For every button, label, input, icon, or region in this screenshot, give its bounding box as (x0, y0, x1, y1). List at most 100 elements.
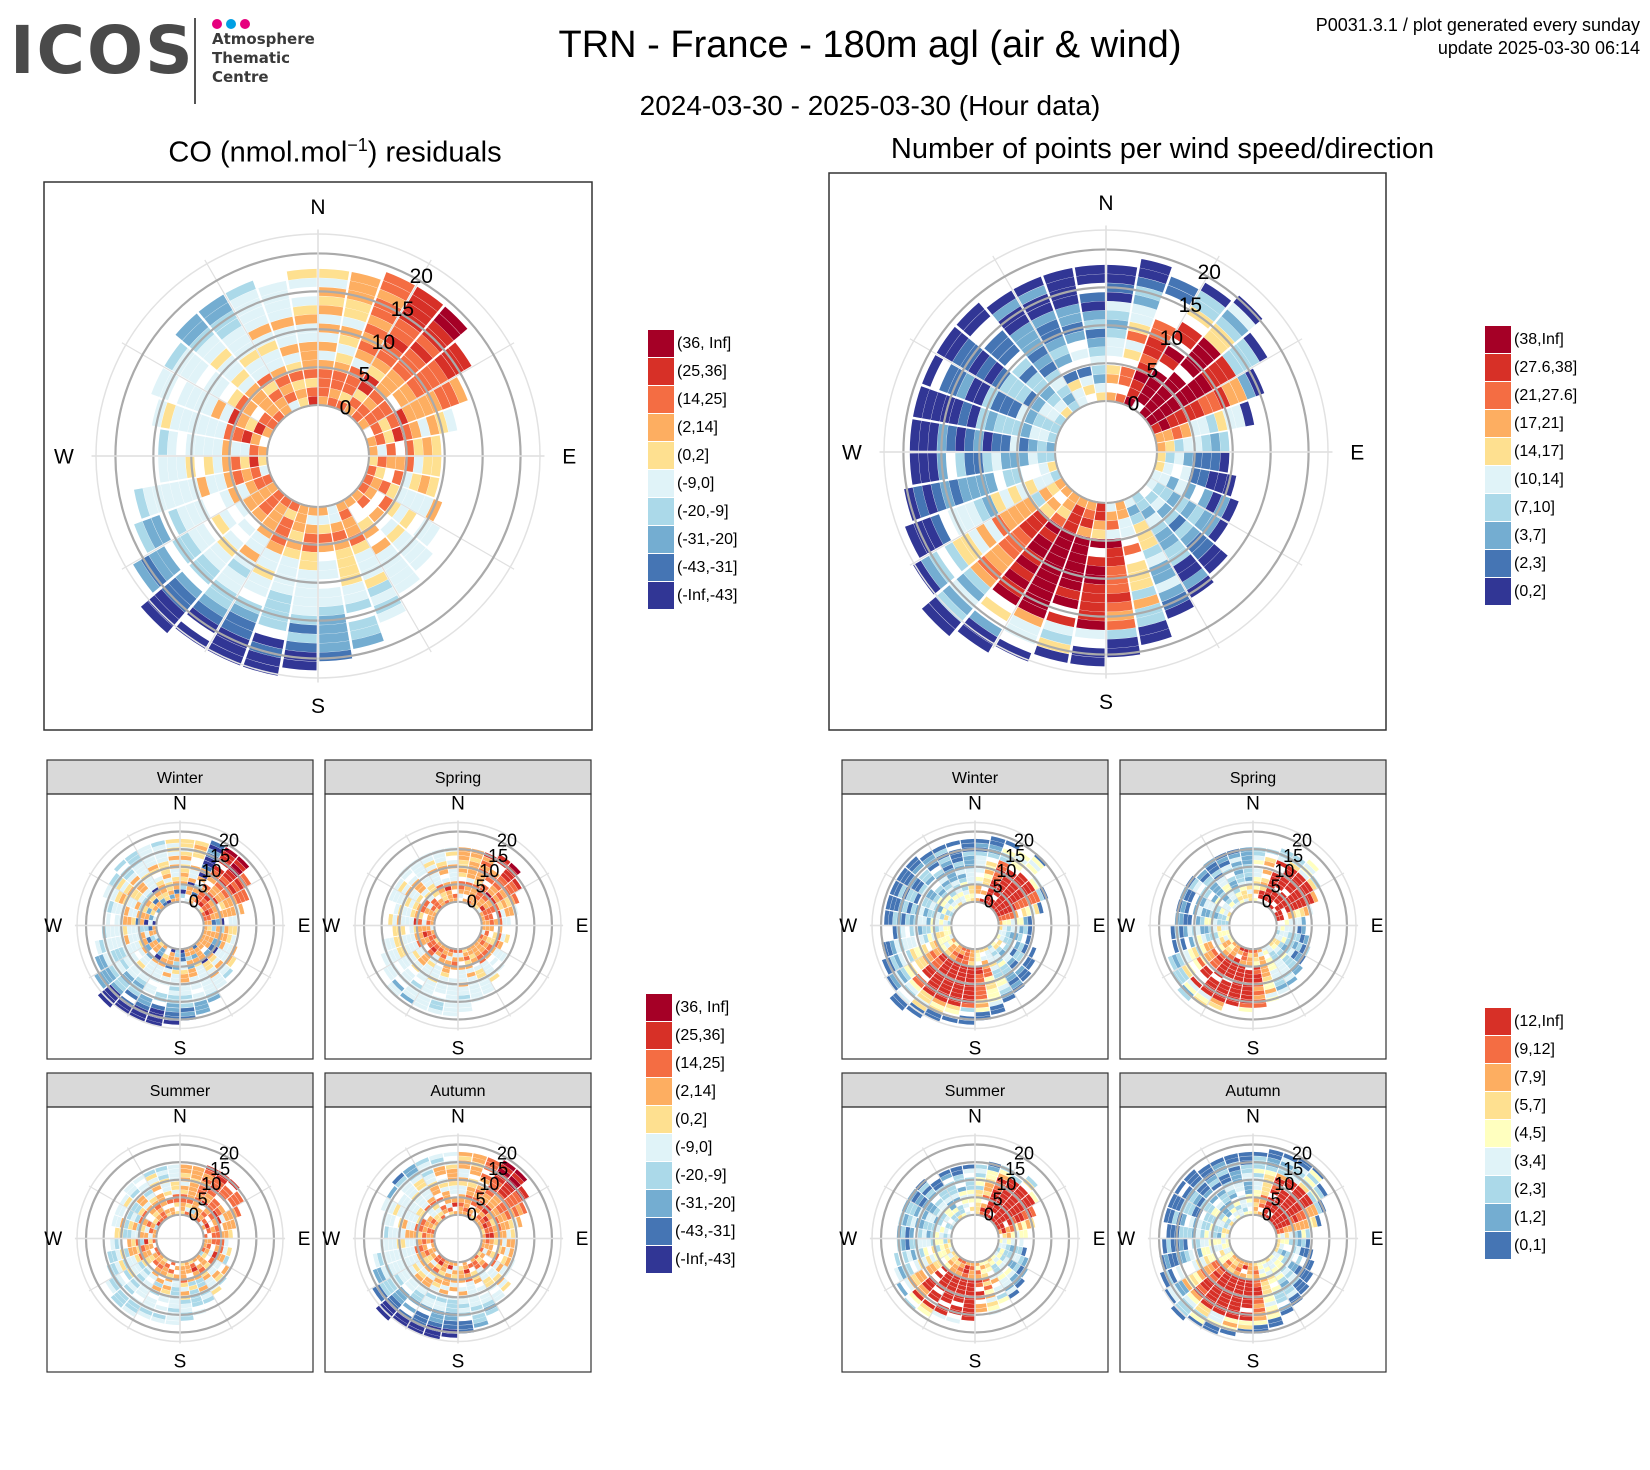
polar-cell (415, 1310, 430, 1320)
polar-cell (1076, 274, 1105, 286)
polar-cell (943, 920, 948, 926)
polar-cell (118, 1260, 127, 1271)
polar-cell (348, 531, 366, 547)
polar-cell (230, 1219, 237, 1229)
season-frame (324, 1106, 592, 1373)
polar-cell (421, 1299, 434, 1308)
polar-cell (492, 1195, 502, 1204)
polar-cell (1007, 400, 1023, 419)
polar-cell (412, 1214, 420, 1223)
polar-cell (370, 587, 397, 606)
polar-cell (947, 898, 955, 905)
polar-cell (1241, 990, 1253, 996)
polar-cell (392, 979, 405, 992)
polar-cell (279, 343, 299, 357)
polar-cell (386, 443, 396, 456)
polar-cell (173, 885, 180, 890)
polar-cell (930, 392, 947, 422)
polar-cell (458, 889, 464, 894)
polar-cell (903, 965, 915, 978)
season-panel: Winter (46, 759, 314, 1060)
polar-cell (921, 944, 929, 954)
polar-cell (319, 604, 345, 616)
polar-cell (222, 1246, 228, 1255)
polar-cell (1203, 549, 1228, 574)
polar-cell (1217, 1232, 1222, 1239)
polar-cell (180, 969, 189, 975)
polar-cell (502, 1160, 516, 1172)
polar-cell (274, 396, 288, 410)
polar-cell (942, 864, 954, 872)
polar-cell (388, 949, 398, 962)
polar-cell (219, 1188, 230, 1199)
polar-cell (318, 533, 333, 543)
polar-cell (443, 1007, 458, 1013)
polar-cell (990, 879, 999, 887)
polar-cell (117, 1289, 130, 1302)
radial-tick-label: 10 (201, 861, 221, 881)
legend-label: (-31,-20] (677, 531, 738, 548)
season-panel: Autumn (324, 1072, 592, 1373)
polar-cell (467, 1182, 478, 1189)
polar-cell (479, 864, 491, 872)
polar-cell (421, 1267, 429, 1276)
polar-cell (318, 314, 342, 326)
polar-cell (991, 452, 1002, 472)
polar-cell (449, 1185, 458, 1191)
polar-cell (1006, 973, 1017, 982)
polar-cell (130, 1008, 147, 1019)
polar-cell (156, 1277, 165, 1285)
polar-cell (458, 1007, 473, 1013)
polar-cell (1205, 391, 1222, 413)
polar-cell (123, 1219, 130, 1229)
polar-cell (198, 294, 228, 319)
polar-cell (478, 898, 486, 905)
polar-cell (433, 901, 440, 908)
polar-cell (1166, 491, 1181, 508)
polar-cell (397, 1271, 408, 1283)
polar-cell (285, 640, 317, 653)
polar-cell (1287, 932, 1293, 939)
polar-cell (897, 884, 907, 899)
polar-cell (992, 876, 1002, 883)
polar-cell (1145, 551, 1167, 568)
polar-cell (438, 887, 446, 894)
polar-cell (476, 1284, 487, 1292)
polar-cell (405, 916, 410, 926)
polar-cell (957, 401, 973, 427)
polar-cell (1292, 854, 1306, 865)
polar-cell (503, 1182, 515, 1194)
radial-tick-label: 20 (1292, 1144, 1312, 1164)
polar-cell (342, 516, 357, 529)
polar-cell (1006, 919, 1011, 926)
polar-cell (434, 964, 443, 972)
polar-cell (215, 918, 221, 926)
polar-cell (155, 901, 162, 908)
polar-cell (1212, 1231, 1218, 1239)
polar-cell (162, 971, 172, 978)
legend-label: (2,14] (675, 1083, 716, 1100)
polar-cell (999, 963, 1009, 972)
polar-cell (126, 968, 138, 979)
polar-cell (431, 968, 441, 975)
polar-cell (167, 1164, 180, 1170)
polar-cell (134, 488, 150, 519)
polar-cell (943, 930, 949, 937)
polar-cell (209, 1267, 217, 1276)
polar-cell (448, 977, 458, 983)
polar-cell (119, 958, 130, 970)
polar-cell (368, 456, 378, 466)
legend-swatch (648, 358, 674, 385)
polar-cell (207, 936, 214, 944)
polar-cell (975, 855, 987, 861)
polar-cell (1031, 491, 1046, 508)
polar-cell (174, 1265, 180, 1271)
polar-cell (1136, 498, 1150, 512)
polar-cell (388, 1239, 394, 1251)
polar-cell (337, 555, 357, 569)
polar-cell (298, 341, 318, 352)
polar-cell (1158, 472, 1171, 486)
radial-tick-label: 10 (996, 861, 1016, 881)
polar-cell (1028, 859, 1041, 872)
polar-cell (1288, 1231, 1294, 1239)
